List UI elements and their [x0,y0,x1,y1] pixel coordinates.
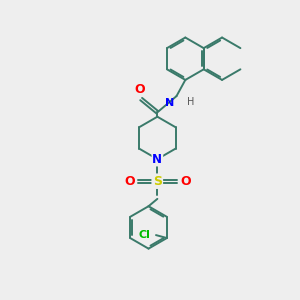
Text: Cl: Cl [139,230,151,240]
Text: O: O [124,175,135,188]
Text: O: O [134,82,145,95]
Text: S: S [153,175,162,188]
Text: O: O [180,175,191,188]
Text: N: N [152,153,162,166]
Text: H: H [187,97,194,107]
Text: N: N [165,98,174,108]
